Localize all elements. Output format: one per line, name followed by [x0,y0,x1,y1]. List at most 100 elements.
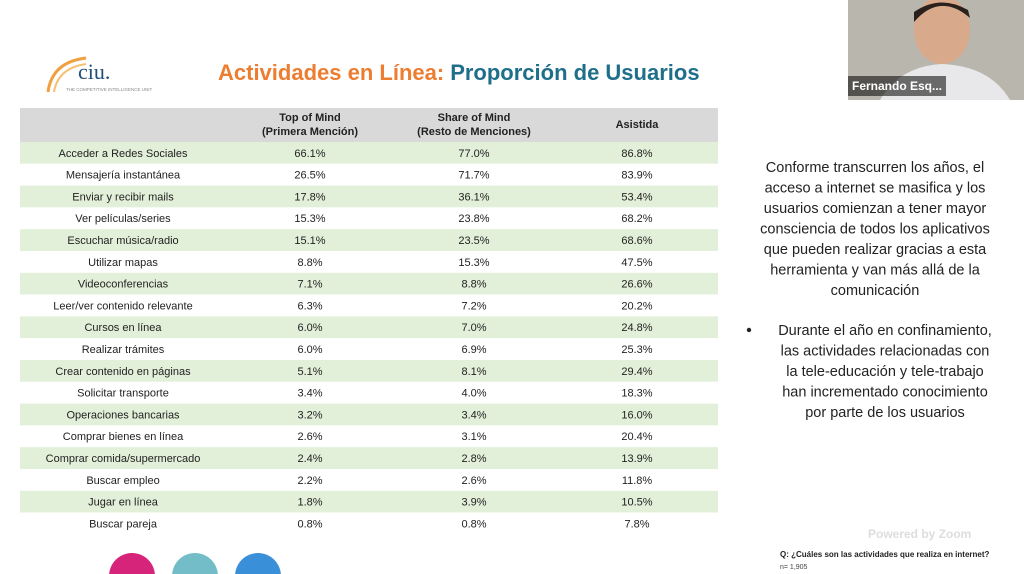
table-row [20,251,718,273]
cell-value: 3.1% [461,431,486,443]
cell-value: 0.8% [461,518,486,530]
bullet-line: las actividades relacionadas con [781,343,990,359]
logo-mark: ciu. [78,59,110,84]
row-label: Cursos en línea [84,322,162,334]
table-row [20,272,718,295]
cell-value: 2.4% [297,453,322,465]
notes: Conforme transcurren los años, el acceso … [746,160,992,421]
cell-value: 26.5% [294,170,325,182]
table-row [20,381,718,404]
cell-value: 7.0% [461,322,486,334]
row-label: Comprar comida/supermercado [46,453,201,465]
table-row [20,447,718,469]
table-row [20,360,718,382]
table-row [20,229,718,251]
cell-value: 10.5% [621,497,652,509]
decor-circle [235,553,281,574]
cell-value: 23.5% [458,235,489,247]
cell-value: 7.8% [624,518,649,530]
table-row [20,142,718,164]
cell-value: 15.3% [458,257,489,269]
logo-tagline: THE COMPETITIVE INTELLIGENCE UNIT [66,87,153,92]
cell-value: 2.2% [297,475,322,487]
cell-value: 3.9% [461,497,486,509]
decor-circle [172,553,218,574]
cell-value: 6.3% [297,300,322,312]
cell-value: 3.4% [297,388,322,400]
cell-value: 0.8% [297,518,322,530]
row-label: Videoconferencias [78,279,169,291]
column-header: Share of Mind [438,112,511,124]
cell-value: 3.2% [297,409,322,421]
cell-value: 25.3% [621,344,652,356]
table-row [20,207,718,230]
decor-circle [109,553,155,574]
row-label: Operaciones bancarias [66,409,180,421]
table-row [20,185,718,208]
row-label: Utilizar mapas [88,257,158,269]
participant-hair [914,2,970,22]
row-label: Ver películas/series [75,213,171,225]
participant-face [914,0,970,64]
row-label: Crear contenido en páginas [55,366,191,378]
cell-value: 77.0% [458,148,489,160]
row-label: Acceder a Redes Sociales [58,148,188,160]
bullet [746,327,752,333]
cell-value: 15.1% [294,235,325,247]
question: Q: ¿Cuáles son las actividades que reali… [780,550,990,559]
cell-value: 6.9% [461,344,486,356]
cell-value: 2.6% [297,431,322,443]
cell-value: 20.4% [621,431,652,443]
cell-value: 3.4% [461,409,486,421]
row-label: Mensajería instantánea [66,170,181,182]
cell-value: 15.3% [294,213,325,225]
note-line: comunicación [831,283,920,299]
logo-arc [53,63,87,93]
cell-value: 47.5% [621,257,652,269]
cell-value: 53.4% [621,191,652,203]
logo-arc [46,56,87,93]
row-label: Leer/ver contenido relevante [53,300,192,312]
column-header: (Resto de Menciones) [417,126,531,138]
table-row [20,469,718,491]
cell-value: 6.0% [297,344,322,356]
note-line: herramienta y van más allá de la [770,262,980,278]
cell-value: 68.2% [621,213,652,225]
cell-value: 6.0% [297,322,322,334]
table-row [20,163,718,186]
column-header: Asistida [616,119,660,131]
cell-value: 68.6% [621,235,652,247]
name-badge [848,76,946,96]
cell-value: 26.6% [621,279,652,291]
zoom-watermark: Powered by Zoom [868,527,971,541]
slide-title-rest: Proporción de Usuarios [450,60,699,85]
cell-value: 11.8% [622,475,653,487]
cell-value: 7.2% [461,300,486,312]
cell-value: 66.1% [294,148,325,160]
note-line: usuarios comienzan a tener mayor [764,201,987,217]
row-label: Buscar pareja [89,518,158,530]
data-table: Top of Mind (Primera Mención) Share of Min… [20,108,718,535]
cell-value: 83.9% [621,170,652,182]
cell-value: 17.8% [294,191,325,203]
column-header: Top of Mind [279,112,341,124]
bullet-line: Durante el año en confinamiento, [778,323,992,339]
participant-name: Fernando Esq... [852,79,942,93]
table-row [20,294,718,317]
cell-value: 2.8% [461,453,486,465]
column-header: (Primera Mención) [262,126,358,138]
row-label: Enviar y recibir mails [72,191,174,203]
cell-value: 86.8% [621,148,652,160]
bullet-line: han incrementado conocimiento [782,384,988,400]
cell-value: 4.0% [461,388,486,400]
cell-value: 36.1% [458,191,489,203]
row-label: Solicitar transporte [77,388,169,400]
note-line: que pueden realizar gracias a esta [764,242,987,258]
cell-value: 23.8% [458,213,489,225]
cell-value: 16.0% [621,409,652,421]
note-line: Conforme transcurren los años, el [766,160,984,176]
row-label: Comprar bienes en línea [63,431,184,443]
row-label: Escuchar música/radio [67,235,178,247]
